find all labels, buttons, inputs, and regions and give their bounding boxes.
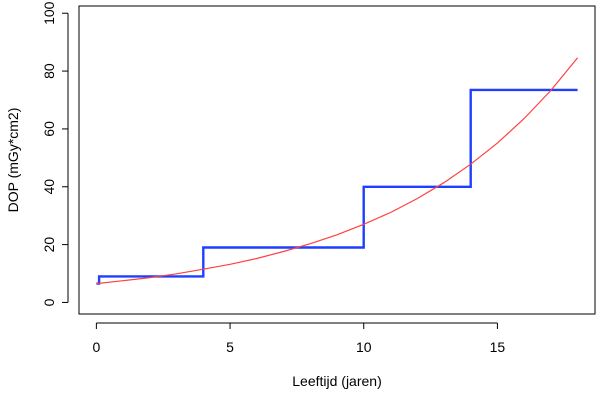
y-tick-label: 0 <box>41 298 57 306</box>
x-axis: 0 5 10 15 <box>92 322 506 355</box>
plot-frame <box>78 5 596 315</box>
y-tick-label: 60 <box>41 121 57 137</box>
x-tick-label: 10 <box>356 339 372 355</box>
step-series-line <box>96 88 578 285</box>
x-tick-label: 15 <box>490 339 506 355</box>
y-tick-label: 20 <box>41 237 57 253</box>
y-axis-title: DOP (mGy*cm2) <box>5 108 21 213</box>
y-tick-label: 40 <box>41 179 57 195</box>
x-tick-label: 5 <box>226 339 234 355</box>
y-axis: 0 20 40 60 80 100 <box>41 1 69 306</box>
x-tick-label: 0 <box>92 339 100 355</box>
y-tick-label: 100 <box>41 1 57 25</box>
y-tick-label: 80 <box>41 63 57 79</box>
exponential-fit-curve <box>96 57 579 285</box>
x-axis-title: Leeftijd (jaren) <box>292 373 382 389</box>
series-layer <box>96 57 579 285</box>
